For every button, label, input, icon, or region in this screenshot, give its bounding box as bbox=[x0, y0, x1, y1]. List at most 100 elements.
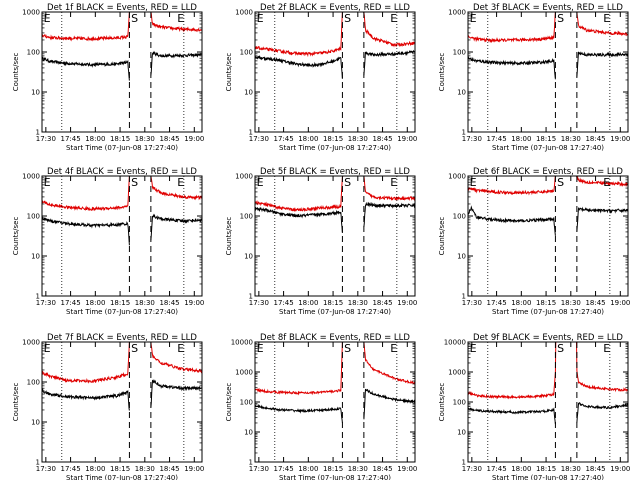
y-tick-label: 1 bbox=[462, 129, 466, 137]
marker-label-e: E bbox=[470, 342, 477, 355]
y-axis-label: Counts/sec bbox=[438, 53, 446, 92]
panel-title: Det 6f BLACK = Events, RED = LLD bbox=[473, 167, 623, 177]
series-lld-line bbox=[42, 342, 202, 384]
plot-frame bbox=[254, 175, 416, 297]
y-tick-label: 1000 bbox=[235, 369, 253, 377]
marker-label-e: E bbox=[470, 12, 477, 25]
y-axis-label: Counts/sec bbox=[225, 383, 233, 422]
marker-label-e: E bbox=[44, 12, 51, 25]
x-tick-label: 18:15 bbox=[110, 465, 130, 473]
y-tick-label: 1 bbox=[36, 293, 40, 301]
y-axis-label: Counts/sec bbox=[225, 217, 233, 256]
y-tick-label: 1000 bbox=[22, 9, 40, 17]
y-tick-label: 1000 bbox=[22, 173, 40, 181]
plot-frame bbox=[467, 175, 629, 297]
y-tick-label: 1 bbox=[36, 129, 40, 137]
x-tick-label: 17:45 bbox=[486, 465, 506, 473]
series-lld-line bbox=[255, 12, 415, 58]
y-tick-label: 10000 bbox=[231, 339, 253, 347]
series-events-line bbox=[42, 378, 202, 411]
x-tick-label: 18:45 bbox=[159, 465, 179, 473]
y-tick-label: 100 bbox=[453, 399, 466, 407]
y-tick-label: 100 bbox=[27, 49, 40, 57]
series-lld-line bbox=[42, 176, 202, 212]
x-tick-label: 18:00 bbox=[298, 135, 318, 143]
x-tick-label: 19:00 bbox=[610, 465, 630, 473]
plot-frame bbox=[41, 341, 203, 463]
panel-title: Det 3f BLACK = Events, RED = LLD bbox=[473, 3, 623, 13]
marker-label-e: E bbox=[257, 12, 264, 25]
y-tick-label: 10 bbox=[31, 89, 40, 97]
y-tick-label: 100 bbox=[240, 399, 253, 407]
x-tick-label: 18:15 bbox=[110, 135, 130, 143]
y-tick-label: 100 bbox=[27, 213, 40, 221]
x-tick-label: 18:45 bbox=[585, 465, 605, 473]
y-tick-label: 1000 bbox=[22, 339, 40, 347]
marker-label-s: S bbox=[131, 12, 138, 25]
y-axis-label: Counts/sec bbox=[438, 217, 446, 256]
marker-label-e: E bbox=[603, 342, 610, 355]
x-tick-label: 17:45 bbox=[486, 299, 506, 307]
x-tick-label: 18:15 bbox=[536, 135, 556, 143]
marker-label-s: S bbox=[131, 342, 138, 355]
x-tick-label: 19:00 bbox=[610, 299, 630, 307]
x-tick-label: 18:30 bbox=[135, 135, 155, 143]
plot-frame bbox=[41, 175, 203, 297]
y-tick-label: 10 bbox=[244, 253, 253, 261]
y-tick-label: 1000 bbox=[448, 173, 466, 181]
x-tick-label: 18:00 bbox=[85, 135, 105, 143]
x-tick-label: 18:30 bbox=[561, 299, 581, 307]
x-tick-label: 18:00 bbox=[85, 299, 105, 307]
x-tick-label: 17:30 bbox=[249, 135, 269, 143]
x-tick-label: 18:30 bbox=[561, 135, 581, 143]
x-axis-label: Start Time (07-Jun-08 17:27:40) bbox=[66, 474, 178, 480]
x-tick-label: 18:45 bbox=[372, 465, 392, 473]
panel-7: E S E 1 10 100 1000 17:30 17:45 18:00 18:15 18:30 18… bbox=[12, 333, 204, 480]
y-tick-label: 100 bbox=[453, 213, 466, 221]
panel-5: E S E 1 10 100 1000 17:30 17:45 18:00 18:15 18:30 18… bbox=[225, 167, 417, 316]
marker-label-e: E bbox=[390, 342, 397, 355]
y-tick-label: 1 bbox=[249, 293, 253, 301]
y-tick-label: 100 bbox=[240, 213, 253, 221]
plot-frame bbox=[254, 11, 416, 133]
y-axis-label: Counts/sec bbox=[12, 217, 20, 256]
panel-title: Det 9f BLACK = Events, RED = LLD bbox=[473, 333, 623, 343]
y-tick-label: 10 bbox=[244, 429, 253, 437]
x-tick-label: 17:45 bbox=[273, 465, 293, 473]
y-tick-label: 10 bbox=[31, 419, 40, 427]
panel-6: E S E 1 10 100 1000 17:30 17:45 18:00 18:15 18:30 18… bbox=[438, 167, 630, 316]
x-tick-label: 18:15 bbox=[323, 135, 343, 143]
marker-label-s: S bbox=[557, 12, 564, 25]
marker-label-e: E bbox=[257, 176, 264, 189]
x-tick-label: 18:45 bbox=[585, 299, 605, 307]
panel-title: Det 2f BLACK = Events, RED = LLD bbox=[260, 3, 410, 13]
plot-frame bbox=[467, 11, 629, 133]
x-tick-label: 17:45 bbox=[60, 299, 80, 307]
series-events-line bbox=[255, 201, 415, 234]
x-tick-label: 19:00 bbox=[610, 135, 630, 143]
x-tick-label: 19:00 bbox=[184, 465, 204, 473]
y-tick-label: 10 bbox=[457, 89, 466, 97]
y-tick-label: 1000 bbox=[235, 173, 253, 181]
y-tick-label: 1 bbox=[249, 129, 253, 137]
x-tick-label: 18:15 bbox=[110, 299, 130, 307]
y-tick-label: 10 bbox=[457, 429, 466, 437]
series-events-line bbox=[42, 50, 202, 81]
marker-label-e: E bbox=[44, 176, 51, 189]
series-events-line bbox=[468, 51, 628, 80]
marker-label-e: E bbox=[390, 176, 397, 189]
series-lld-line bbox=[255, 176, 415, 213]
panel-title: Det 5f BLACK = Events, RED = LLD bbox=[260, 167, 410, 177]
x-tick-label: 18:45 bbox=[159, 135, 179, 143]
marker-label-e: E bbox=[257, 342, 264, 355]
x-axis-label: Start Time (07-Jun-08 17:27:40) bbox=[66, 308, 178, 316]
panel-2: E S E 1 10 100 1000 17:30 17:45 18:00 18:15 18:30 18… bbox=[225, 3, 417, 152]
plot-frame bbox=[254, 341, 416, 463]
x-tick-label: 18:15 bbox=[323, 465, 343, 473]
x-tick-label: 18:00 bbox=[511, 465, 531, 473]
x-tick-label: 18:15 bbox=[323, 299, 343, 307]
y-tick-label: 10 bbox=[31, 253, 40, 261]
y-tick-label: 1 bbox=[249, 459, 253, 467]
y-tick-label: 100 bbox=[240, 49, 253, 57]
